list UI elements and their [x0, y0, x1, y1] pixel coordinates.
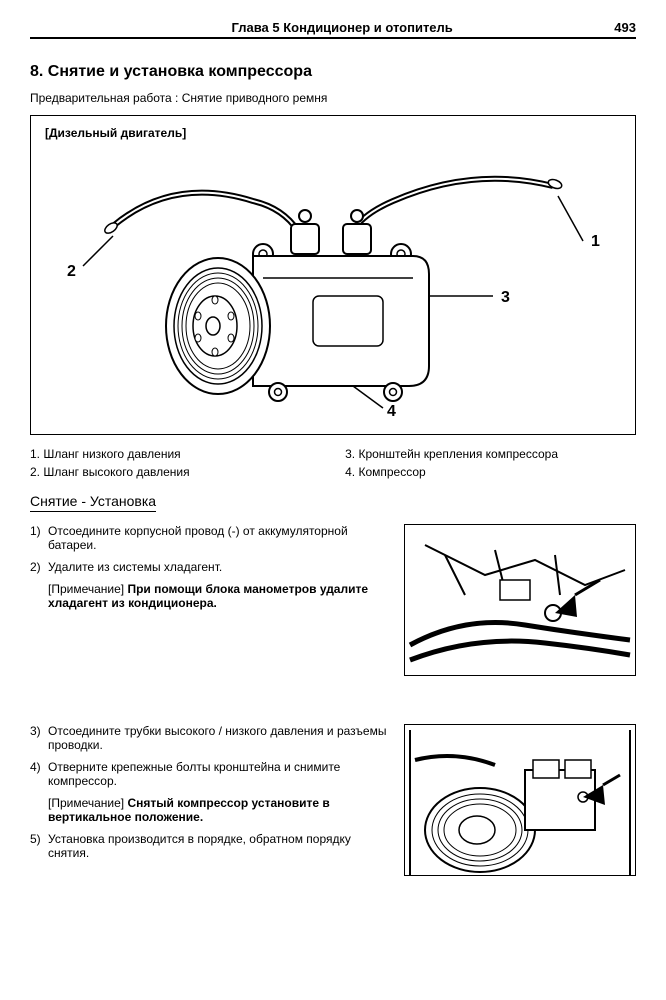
side-figure-1 [404, 524, 636, 676]
step-block-1: 1) Отсоедините корпусной провод (-) от а… [30, 524, 636, 676]
step-4-num: 4) [30, 760, 48, 788]
step-5: 5) Установка производится в порядке, обр… [30, 832, 392, 860]
step-3-text: Отсоедините трубки высокого / низкого да… [48, 724, 392, 752]
step-5-num: 5) [30, 832, 48, 860]
page-number: 493 [614, 20, 636, 35]
legend-item-3: 3. Кронштейн крепления компрессора [345, 447, 636, 461]
step-5-text: Установка производится в порядке, обратн… [48, 832, 392, 860]
side-figure-2 [404, 724, 636, 876]
procedure-subtitle: Снятие - Установка [30, 493, 156, 512]
compressor-diagram: 1 2 3 4 [45, 146, 621, 426]
legend-row-2: 2. Шланг высокого давления 4. Компрессор [30, 465, 636, 479]
legend-item-4: 4. Компрессор [345, 465, 636, 479]
page-header: Глава 5 Кондиционер и отопитель 493 [30, 20, 636, 39]
steps-group-1: 1) Отсоедините корпусной провод (-) от а… [30, 524, 392, 676]
callout-2: 2 [67, 263, 76, 280]
chapter-title: Глава 5 Кондиционер и отопитель [70, 20, 614, 35]
callout-3: 3 [501, 289, 510, 306]
callout-4: 4 [387, 403, 396, 420]
legend-item-2: 2. Шланг высокого давления [30, 465, 345, 479]
step-3-num: 3) [30, 724, 48, 752]
step-1-num: 1) [30, 524, 48, 552]
main-diagram-box: [Дизельный двигатель] [30, 115, 636, 435]
step-4-text: Отверните крепежные болты кронштейна и с… [48, 760, 392, 788]
note-label-2: [Примечание] [48, 796, 124, 810]
callout-1: 1 [591, 233, 600, 250]
step-4-note: [Примечание] Снятый компрессор установит… [30, 796, 392, 824]
step-block-2: 3) Отсоедините трубки высокого / низкого… [30, 724, 636, 876]
step-3: 3) Отсоедините трубки высокого / низкого… [30, 724, 392, 752]
legend-item-1: 1. Шланг низкого давления [30, 447, 345, 461]
step-2: 2) Удалите из системы хладагент. [30, 560, 392, 574]
step-2-note: [Примечание] При помощи блока манометров… [30, 582, 392, 610]
steps-group-2: 3) Отсоедините трубки высокого / низкого… [30, 724, 392, 876]
note-label-1: [Примечание] [48, 582, 124, 596]
diagram-engine-label: [Дизельный двигатель] [45, 126, 621, 140]
legend-row-1: 1. Шланг низкого давления 3. Кронштейн к… [30, 447, 636, 461]
section-title: 8. Снятие и установка компрессора [30, 63, 636, 81]
step-4: 4) Отверните крепежные болты кронштейна … [30, 760, 392, 788]
step-2-num: 2) [30, 560, 48, 574]
step-2-text: Удалите из системы хладагент. [48, 560, 392, 574]
page-container: Глава 5 Кондиционер и отопитель 493 8. С… [0, 0, 666, 1000]
step-1: 1) Отсоедините корпусной провод (-) от а… [30, 524, 392, 552]
header-spacer [30, 20, 70, 35]
prework-text: Предварительная работа : Снятие приводно… [30, 91, 636, 105]
step-1-text: Отсоедините корпусной провод (-) от акку… [48, 524, 392, 552]
